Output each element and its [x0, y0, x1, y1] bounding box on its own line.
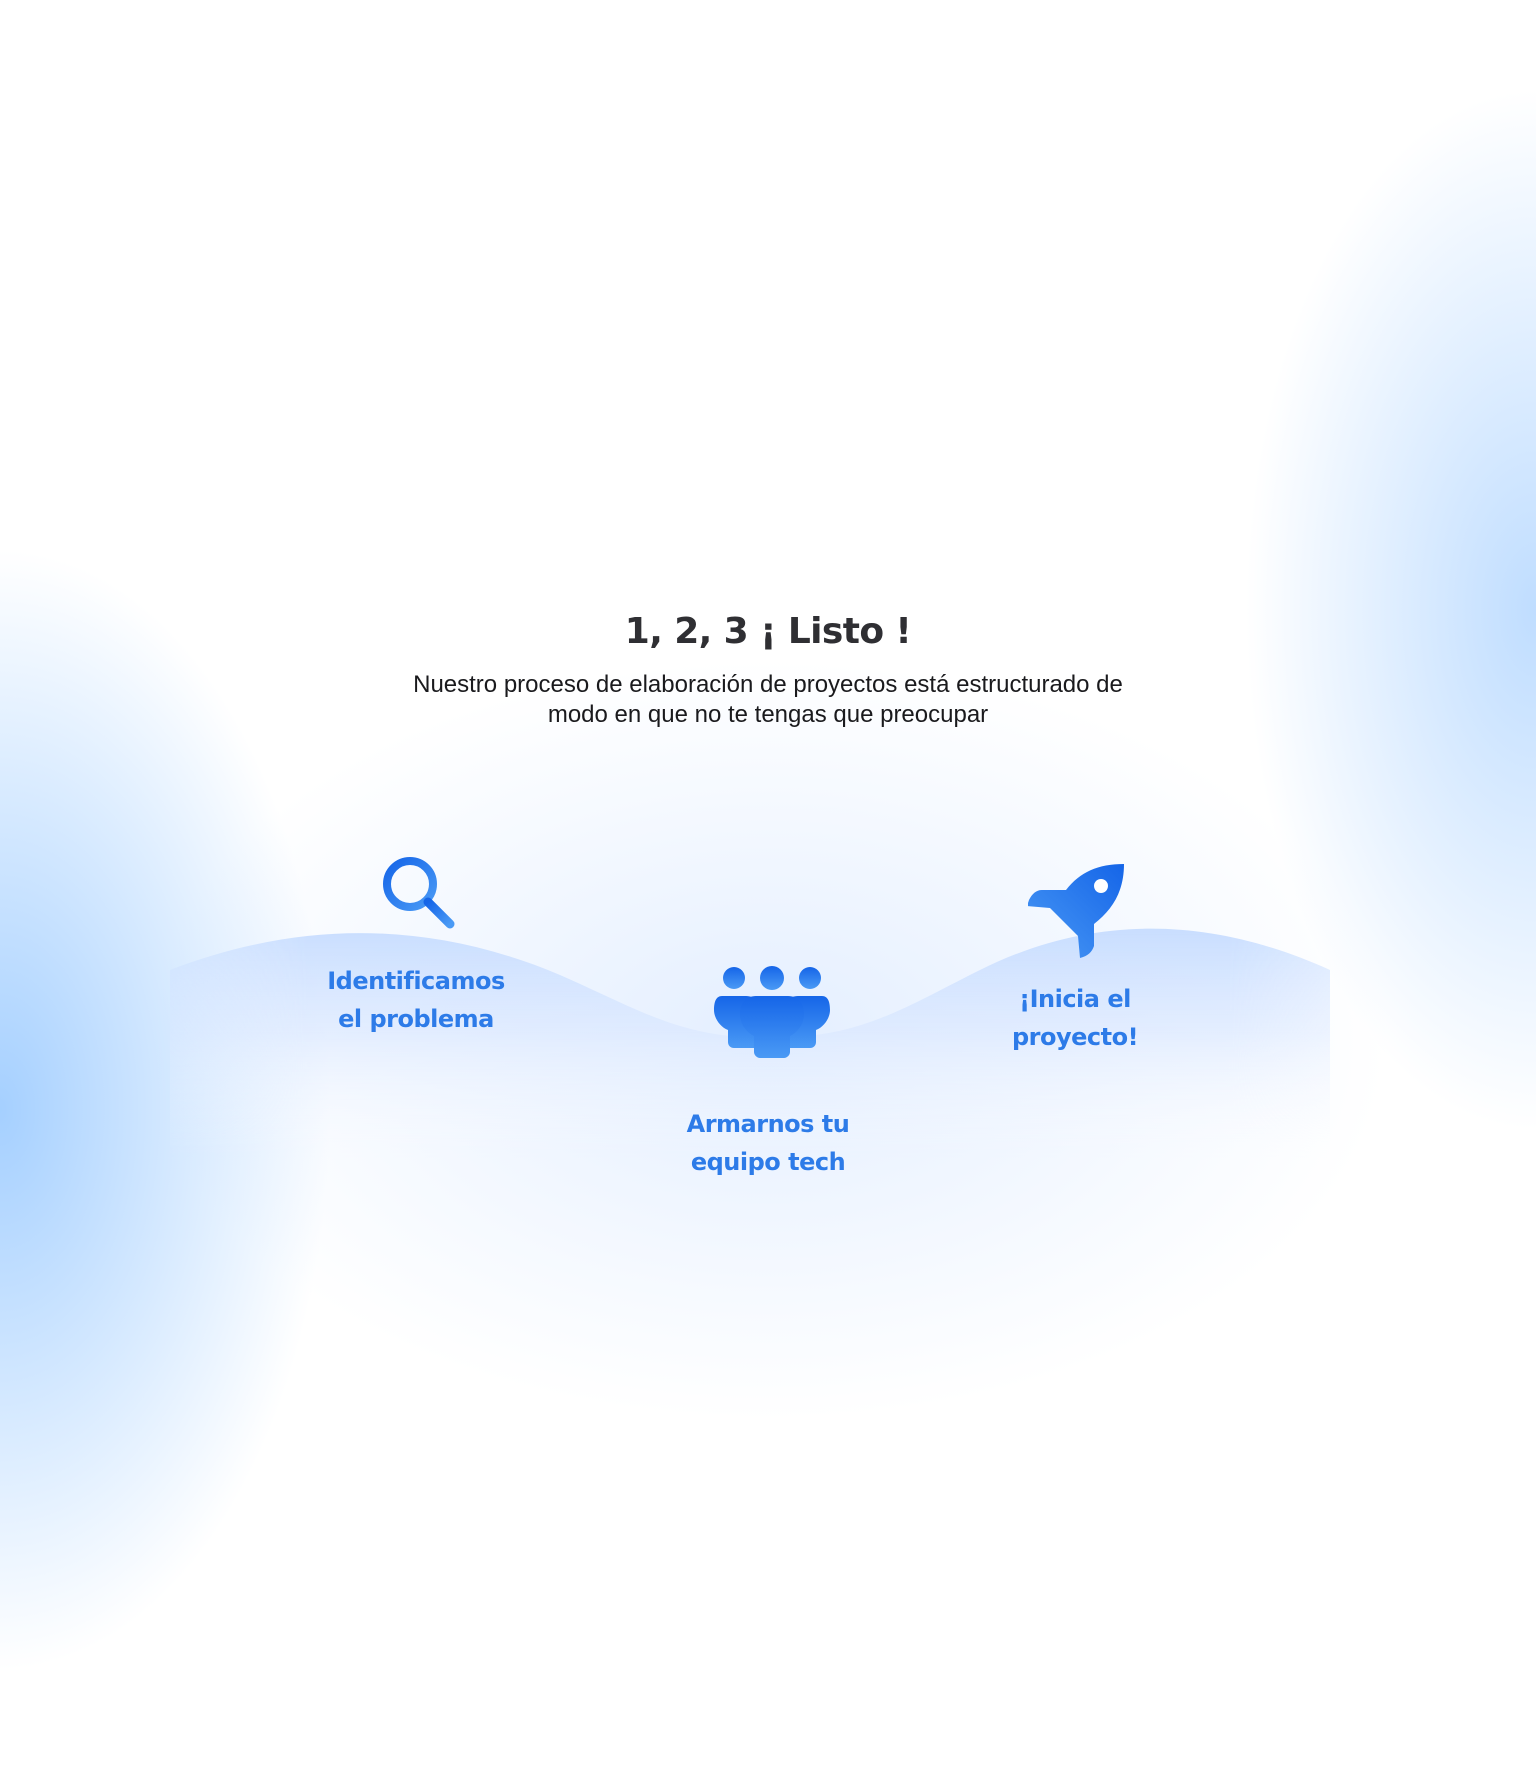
step-label-identify: Identificamos el problema: [296, 962, 536, 1038]
step-label-line: ¡Inicia el: [1019, 985, 1131, 1013]
section-header: 1, 2, 3 ¡ Listo ! Nuestro proceso de ela…: [0, 606, 1536, 730]
step-label-line: Identificamos: [327, 967, 505, 995]
team-icon: [714, 966, 830, 1058]
step-label-line: Armarnos tu: [686, 1110, 850, 1138]
step-label-line: equipo tech: [690, 1148, 846, 1176]
section-title: 1, 2, 3 ¡ Listo !: [624, 611, 912, 652]
search-icon: [383, 857, 455, 929]
rocket-icon: [1028, 864, 1124, 958]
step-label-line: proyecto!: [1011, 1023, 1139, 1051]
section-subtitle: Nuestro proceso de elaboración de proyec…: [413, 671, 1123, 728]
step-label-line: el problema: [338, 1005, 494, 1033]
step-label-team: Armarnos tu equipo tech: [648, 1105, 888, 1181]
step-label-launch: ¡Inicia el proyecto!: [955, 980, 1195, 1056]
